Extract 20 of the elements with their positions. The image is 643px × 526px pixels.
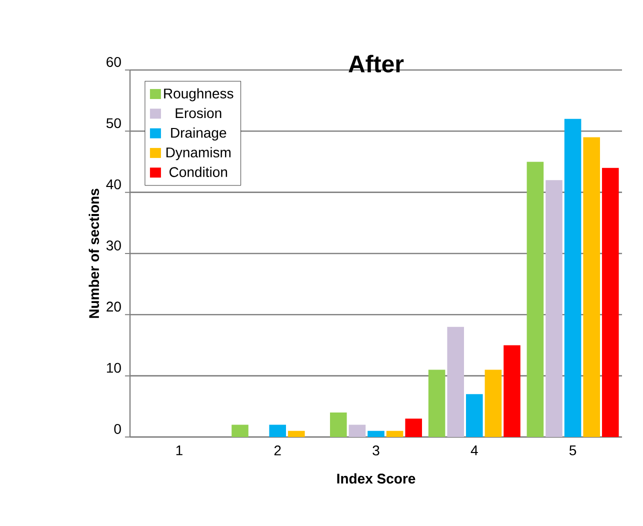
x-tick-label: 5	[569, 446, 576, 456]
x-tick-label: 2	[274, 446, 281, 456]
y-tick-label: 30	[106, 240, 121, 250]
chart-title: After	[348, 54, 404, 72]
legend-label: Drainage	[171, 127, 226, 141]
y-tick-label: 50	[106, 118, 121, 128]
y-tick-label: 60	[106, 57, 121, 67]
y-tick-label: 10	[106, 362, 121, 373]
legend-label: Condition	[170, 166, 228, 178]
legend-label: Erosion	[176, 108, 222, 118]
x-tick-label: 1	[176, 446, 182, 456]
legend-label: Roughness	[164, 88, 234, 102]
x-tick-label: 4	[470, 446, 478, 456]
x-tick-label: 3	[372, 446, 380, 456]
y-tick-label: 0	[114, 424, 121, 434]
x-axis-title: Index Score	[337, 473, 416, 484]
legend-label: Dynamism	[166, 147, 231, 160]
y-tick-label: 20	[106, 302, 121, 312]
y-axis-title: Number of sections	[88, 188, 100, 318]
y-tick-label: 40	[106, 179, 121, 190]
